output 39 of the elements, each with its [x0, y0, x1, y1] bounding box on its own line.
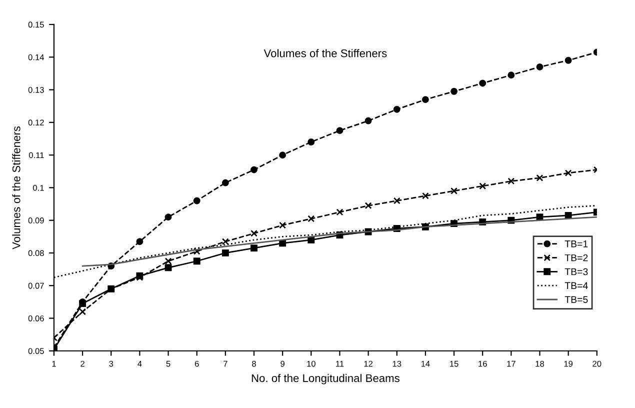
y-tick-label: 0.05 [28, 348, 44, 354]
legend-label: TB=1 [564, 240, 588, 248]
x-tick-label: 3 [109, 360, 114, 367]
x-tick-label: 2 [80, 360, 84, 367]
x-tick-label: 1 [52, 360, 56, 367]
y-tick-label: 0.11 [28, 152, 44, 158]
y-tick-label: 0.15 [28, 22, 44, 28]
legend-label: TB=3 [564, 268, 588, 276]
x-tick-label: 17 [507, 360, 516, 367]
x-tick-label: 18 [536, 360, 544, 367]
x-tick-label: 8 [252, 360, 256, 367]
y-tick-label: 0.12 [28, 120, 44, 126]
y-tick-label: 0.14 [28, 54, 44, 60]
x-tick-label: 9 [280, 360, 284, 367]
legend-label: TB=4 [564, 282, 588, 289]
y-tick-label: 0.13 [28, 86, 44, 93]
y-axis-title: Volumes of the Stiffeners [12, 126, 20, 250]
x-tick-label: 7 [224, 360, 228, 367]
y-tick-label: 0.09 [28, 218, 44, 224]
x-tick-label: 14 [421, 360, 430, 367]
x-tick-label: 19 [564, 360, 573, 367]
legend-label: TB=5 [564, 296, 588, 303]
x-tick-label: 20 [592, 360, 602, 367]
y-tick-label: 0.07 [28, 282, 44, 289]
x-tick-label: 6 [194, 360, 199, 367]
x-tick-label: 11 [336, 360, 344, 367]
x-tick-label: 4 [138, 360, 142, 367]
x-tick-label: 5 [166, 360, 170, 367]
y-tick-label: 0.1 [32, 184, 44, 191]
text: Volumes of the Stiffeners [264, 49, 387, 58]
y-tick-label: 0.06 [28, 315, 44, 322]
x-tick-label: 16 [478, 360, 487, 367]
x-tick-label: 15 [450, 360, 458, 367]
x-tick-label: 10 [307, 360, 316, 367]
x-tick-label: 13 [392, 360, 402, 367]
x-tick-label: 12 [364, 360, 373, 367]
x-axis-title: No. of the Longitudinal Beams [252, 374, 400, 384]
legend-label: TB=2 [564, 254, 588, 262]
y-tick-label: 0.08 [28, 250, 44, 256]
